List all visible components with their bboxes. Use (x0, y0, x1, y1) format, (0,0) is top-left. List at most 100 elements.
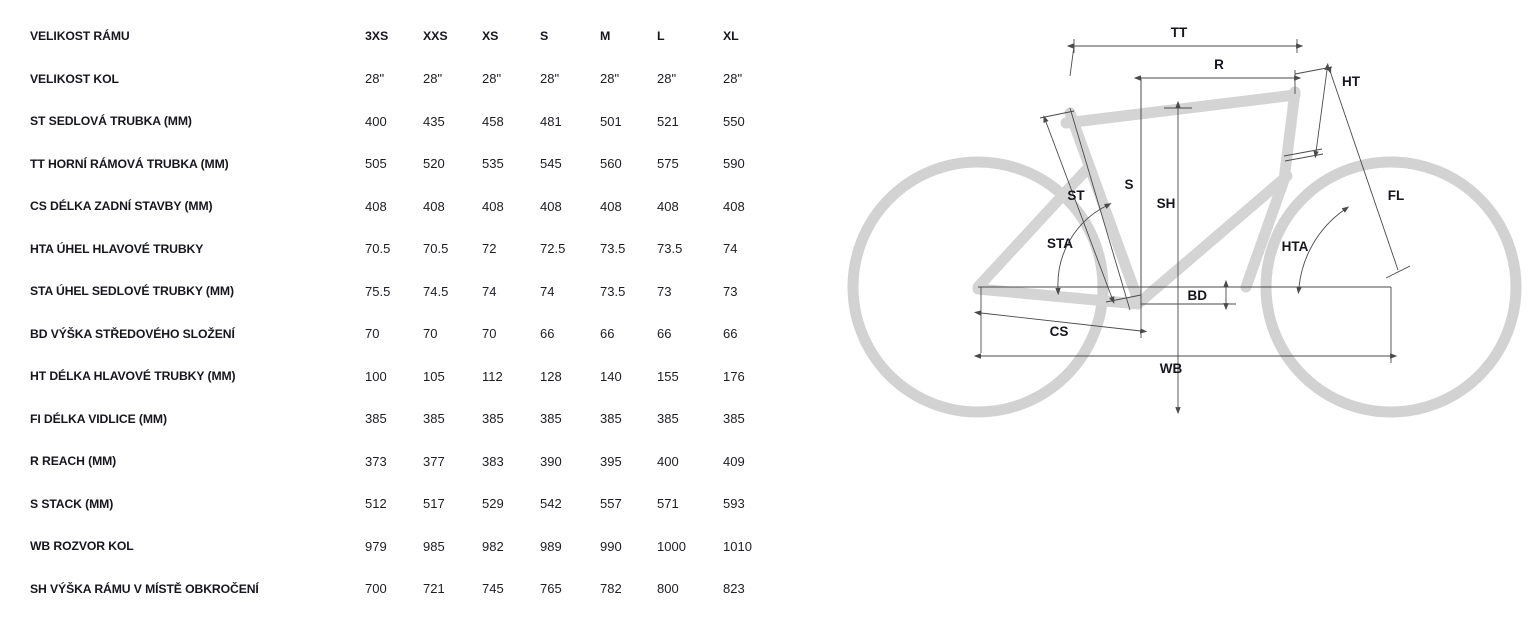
table-cell: 575 (657, 156, 679, 171)
table-cell: 385 (600, 411, 622, 426)
table-row: HTA ÚHEL HLAVOVÉ TRUBKY 70.5 70.5 72 72.5 73.… (0, 239, 830, 259)
table-row-label: S STACK (MM) (30, 496, 114, 511)
table-cell: 66 (600, 326, 615, 341)
sta-axis-extension (1069, 107, 1131, 311)
table-cell: 72 (482, 241, 497, 256)
table-cell: 985 (423, 538, 445, 554)
table-cell: 505 (365, 156, 387, 171)
table-cell: 593 (723, 496, 745, 511)
table-cell: 385 (540, 411, 562, 426)
table-cell: 383 (482, 453, 504, 469)
table-cell: 571 (657, 496, 679, 511)
table-row: WB ROZVOR KOL 979 985 982 989 990 1000 1010 (0, 536, 830, 556)
dimension-lines-group (973, 39, 1411, 415)
table-cell: 400 (657, 453, 679, 469)
table-cell: 542 (540, 496, 562, 511)
table-row-label: STA ÚHEL SEDLOVÉ TRUBKY (MM) (30, 284, 234, 298)
dimension-labels-group: TT R HT ST S SH STA HTA FL BD CS WB (1047, 25, 1404, 376)
table-cell: 70 (423, 326, 438, 341)
table-cell: 74 (540, 283, 555, 299)
table-cell: 535 (482, 156, 504, 171)
label-bd: BD (1188, 288, 1208, 303)
table-cell: 385 (365, 411, 387, 426)
table-row-label: TT HORNÍ RÁMOVÁ TRUBKA (MM) (30, 156, 229, 171)
table-header-label: VELIKOST RÁMU (30, 29, 130, 43)
table-cell: 74.5 (423, 283, 449, 299)
table-cell: 408 (423, 198, 445, 214)
table-cell: 74 (482, 283, 497, 299)
label-hta: HTA (1282, 239, 1309, 254)
seat-stay (972, 162, 1094, 293)
table-cell: 765 (540, 581, 562, 596)
table-cell: 28" (540, 71, 560, 86)
ht-witness-top (1294, 66, 1333, 75)
st-witness-bottom (1105, 294, 1142, 303)
table-cell: 176 (723, 368, 745, 384)
table-cell: 408 (657, 198, 679, 214)
label-ht: HT (1342, 74, 1361, 89)
table-cell: 700 (365, 581, 387, 596)
table-cell: 73.5 (600, 241, 626, 256)
table-cell: 72.5 (540, 241, 566, 256)
table-cell: 28" (657, 71, 677, 86)
table-cell: 100 (365, 368, 387, 384)
table-cell: 140 (600, 368, 622, 384)
table-header-row: VELIKOST RÁMU 3XS XXS XS S M L XL (0, 26, 830, 46)
table-row-label: SH VÝŠKA RÁMU V MÍSTĚ OBKROČENÍ (30, 581, 259, 596)
ht-witness-bottom (1283, 148, 1323, 157)
table-cell: 73.5 (600, 283, 626, 299)
table-row: TT HORNÍ RÁMOVÁ TRUBKA (MM) 505 520 535 545 5… (0, 154, 830, 174)
table-cell: 458 (482, 113, 504, 129)
table-cell: 545 (540, 156, 562, 171)
table-row: R REACH (MM) 373 377 383 390 395 400 409 (0, 451, 830, 471)
table-row-label: FI DÉLKA VIDLICE (MM) (30, 411, 167, 426)
table-cell: 385 (482, 411, 504, 426)
table-row: HT DÉLKA HLAVOVÉ TRUBKY (MM) 100 105 112 128… (0, 366, 830, 386)
table-row-label: R REACH (MM) (30, 454, 117, 468)
table-cell: 70.5 (365, 241, 391, 256)
table-row: CS DÉLKA ZADNÍ STAVBY (MM) 408 408 408 408 40… (0, 196, 830, 216)
label-sh: SH (1157, 196, 1176, 211)
table-cell: 70 (365, 326, 380, 341)
table-cell: 70 (482, 326, 497, 341)
table-column-header-m: M (600, 29, 611, 43)
fl-dimension-line (1326, 66, 1399, 271)
label-tt: TT (1171, 25, 1188, 40)
table-cell: 982 (482, 538, 504, 554)
table-column-header-xxs: XXS (423, 29, 448, 43)
table-cell: 521 (657, 113, 679, 129)
table-cell: 385 (423, 411, 445, 426)
down-tube (1134, 170, 1293, 308)
table-cell: 395 (600, 453, 622, 469)
st-witness-top (1039, 110, 1075, 119)
label-cs: CS (1050, 324, 1069, 339)
table-cell: 377 (423, 453, 445, 469)
label-st: ST (1067, 188, 1085, 203)
table-cell: 155 (657, 368, 679, 384)
fl-witness-bottom (1385, 265, 1411, 279)
label-r: R (1214, 57, 1224, 72)
frame-group (972, 86, 1301, 310)
table-column-header-3xs: 3XS (365, 29, 389, 43)
table-cell: 512 (365, 496, 387, 511)
table-cell: 74 (723, 241, 738, 256)
table-row: STA ÚHEL SEDLOVÉ TRUBKY (MM) 75.5 74.5 74 74… (0, 281, 830, 301)
table-cell: 408 (482, 198, 504, 214)
table-cell: 28" (365, 71, 385, 86)
table-cell: 408 (723, 198, 745, 214)
table-cell: 481 (540, 113, 562, 129)
table-cell: 550 (723, 113, 745, 129)
table-cell: 66 (723, 326, 738, 341)
table-cell: 128 (540, 368, 562, 384)
table-cell: 73 (657, 283, 672, 299)
ht-witness-bottom-2 (1284, 153, 1324, 162)
table-cell: 557 (600, 496, 622, 511)
geometry-table: VELIKOST RÁMU 3XS XXS XS S M L XL VELIKOST KOL 28… (0, 26, 830, 596)
table-cell: 73.5 (657, 241, 683, 256)
table-row-label: ST SEDLOVÁ TRUBKA (MM) (30, 114, 192, 128)
table-column-header-s: S (540, 29, 549, 43)
table-row-label: CS DÉLKA ZADNÍ STAVBY (MM) (30, 199, 213, 213)
sta-angle-arc (1055, 203, 1112, 296)
table-row: ST SEDLOVÁ TRUBKA (MM) 400 435 458 481 501 521… (0, 111, 830, 131)
